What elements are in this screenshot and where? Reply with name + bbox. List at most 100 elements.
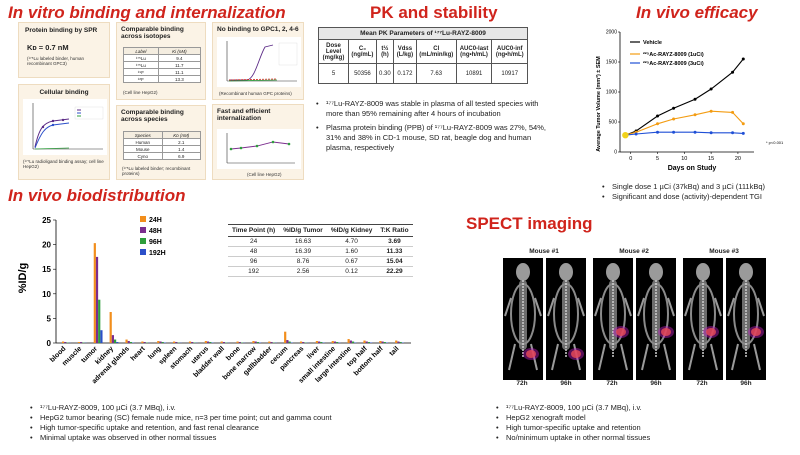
biodist-bar: [236, 341, 239, 343]
efficacy-xtick-label: 5: [656, 156, 659, 162]
biodist-bar: [284, 331, 287, 343]
tk-cell: 22.29: [376, 266, 413, 277]
biodist-legend-label: 48H: [149, 228, 162, 235]
biodist-bar: [238, 342, 241, 343]
biodist-bar: [288, 341, 291, 343]
species-cell: 1.4: [161, 145, 201, 153]
biodist-bar: [204, 341, 207, 343]
tk-ratio-table: Time Point (h) %ID/g Tumor %ID/g Kidney …: [228, 224, 413, 277]
cell-binding-panel: Cellular binding (¹⁷⁷Lu radioligand bind…: [18, 84, 110, 180]
pk-table-wrap: Mean PK Parameters of ¹⁷⁷Lu-RAYZ-8009 Do…: [318, 27, 528, 84]
cell-binding-title: Cellular binding: [39, 89, 89, 96]
biodist-bar: [80, 342, 83, 343]
biodist-bar: [129, 342, 133, 343]
isotope-note: (Cell line HepG2): [123, 90, 158, 95]
biodist-bar: [320, 342, 323, 343]
pk-header: Vdss (L/kg): [392, 39, 417, 64]
iso-cell: 13.3: [157, 75, 202, 83]
iso-cell: 9.4: [157, 54, 202, 62]
tk-cell: 16.39: [279, 246, 327, 257]
efficacy-point: [741, 131, 745, 135]
efficacy-point: [731, 110, 735, 114]
biodist-bar: [111, 335, 114, 343]
gpc-title: No binding to GPC1, 2, 4-6: [217, 26, 299, 33]
biodist-bar: [206, 341, 210, 343]
scan-time-label: 96h: [560, 380, 572, 387]
biodist-legend-swatch: [140, 249, 146, 255]
biodist-bar: [351, 341, 355, 343]
pk-cell: 5: [318, 63, 349, 84]
section-title-efficacy: In vivo efficacy: [636, 3, 758, 22]
tk-cell: 0.67: [326, 256, 377, 267]
mouse-skeleton-graphic: [684, 263, 722, 371]
pk-header: AUC0-last (ng•h/mL): [455, 39, 493, 64]
biodist-legend-swatch: [140, 216, 146, 222]
iso-cell: ¹⁷⁵Lu: [123, 61, 159, 69]
tk-cell: 4.70: [326, 236, 377, 247]
biodist-bullet: HepG2 tumor bearing (SC) female nude mic…: [30, 413, 450, 423]
spect-scan-image: [683, 258, 723, 380]
tk-cell: 192: [228, 266, 280, 277]
pk-bullets: ¹⁷⁷Lu-RAYZ-8009 was stable in plasma of …: [316, 99, 552, 152]
biodist-bar: [220, 341, 223, 343]
tk-header: %ID/g Tumor: [279, 224, 327, 237]
spect-scan-image: [546, 258, 586, 380]
biodist-bar: [222, 342, 226, 343]
biodist-bar: [397, 341, 400, 343]
efficacy-point: [741, 122, 745, 126]
efficacy-point: [731, 70, 735, 74]
pk-table: Dose Level (mg/kg) C₀ (ng/mL) t½ (h) Vds…: [318, 39, 528, 84]
biodist-bar: [93, 243, 96, 343]
spr-title: Protein binding by SPR: [25, 27, 98, 34]
species-cell: Mouse: [123, 145, 163, 153]
spect-scan-image: [636, 258, 676, 380]
biodist-category-label: heart: [130, 345, 148, 363]
efficacy-ylabel: Average Tumor Volume (mm³) ± SEM: [595, 56, 602, 152]
legend-vehicle: Vehicle: [643, 40, 662, 46]
biodist-bar: [161, 342, 164, 343]
tk-header: %ID/g Kidney: [326, 224, 377, 237]
spect-bullet: HepG2 xenograft model: [496, 413, 796, 423]
scan-time-label: 96h: [740, 380, 752, 387]
biodist-bar: [363, 340, 366, 343]
tk-cell: 8.76: [279, 256, 327, 267]
species-cell: Human: [123, 138, 163, 146]
biodist-bar: [109, 312, 112, 343]
biodist-legend-label: 24H: [149, 217, 162, 224]
biodist-bar: [333, 341, 337, 343]
biodist-bar: [209, 342, 212, 343]
species-cell: Cyno: [123, 152, 163, 160]
biodist-bullet: ¹⁷⁷Lu-RAYZ-8009, 100 µCi (3.7 MBq), i.v.: [30, 403, 450, 413]
section-title-biodist: In vivo biodistribution: [8, 186, 186, 205]
biodist-bar: [62, 341, 65, 343]
pk-bullet: ¹⁷⁷Lu-RAYZ-8009 was stable in plasma of …: [316, 99, 552, 119]
efficacy-sig-note: * p<0.001: [766, 140, 784, 145]
efficacy-point: [693, 130, 697, 134]
mouse-skeleton-graphic: [547, 263, 585, 371]
iso-header-ki: Ki (nM): [157, 47, 202, 55]
biodist-bar: [254, 341, 257, 343]
kd-value: Kᴅ = 0.7 nM: [27, 43, 69, 52]
isotope-table: Label Ki (nM) ¹⁷⁵Lu 9.4 ¹⁷⁵Lu 11.7 ¹⁹F 11.1 …: [123, 47, 202, 83]
legend-1uci: ²²⁵Ac-RAYZ-8009 (1uCi): [643, 51, 704, 58]
biodist-bar: [315, 341, 319, 343]
spr-panel: Protein binding by SPR Kᴅ = 0.7 nM (¹⁷⁵L…: [18, 22, 110, 78]
tk-cell: 2.56: [279, 266, 327, 277]
spr-note: (¹⁷⁵Lu labeled binder, human recombinant…: [27, 56, 85, 67]
biodist-bar: [379, 341, 382, 343]
biodist-bar: [367, 342, 371, 343]
species-note: (¹⁷⁵Lu labeled binder; recombinant prote…: [122, 166, 191, 177]
tk-header: T:K Ratio: [376, 224, 413, 237]
iso-cell: ¹⁹F: [123, 68, 159, 76]
efficacy-point: [672, 106, 676, 110]
biodist-bullets: ¹⁷⁷Lu-RAYZ-8009, 100 µCi (3.7 MBq), i.v.…: [30, 403, 450, 443]
biodist-ytick-label: 0: [47, 339, 52, 348]
mouse-skeleton-graphic: [637, 263, 675, 371]
biodist-bar: [143, 342, 146, 343]
internalization-title: Fast and efficient internalization: [217, 108, 271, 123]
section-title-pk: PK and stability: [370, 3, 498, 22]
tk-cell: 15.04: [376, 256, 413, 267]
biodist-bar: [395, 340, 398, 343]
tk-cell: 96: [228, 256, 280, 267]
efficacy-dose-marker: [622, 132, 629, 139]
